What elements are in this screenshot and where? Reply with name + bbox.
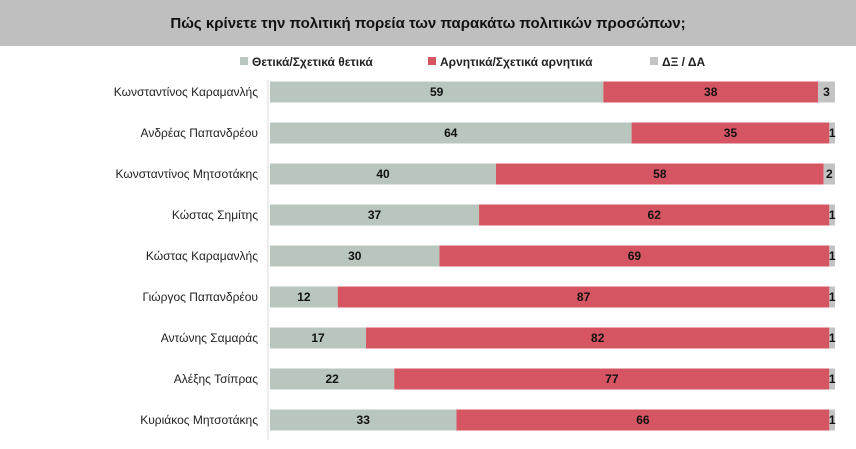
category-label: Κώστας Καραμανλής [146,249,258,263]
data-label: 77 [605,372,619,386]
data-label: 59 [430,85,444,99]
data-label: 38 [704,85,718,99]
legend-swatch [650,57,658,65]
category-label: Ανδρέας Παπανδρέου [141,126,258,140]
bar-segment [270,163,496,185]
data-label: 17 [311,331,325,345]
bar-segment [270,368,395,390]
data-label: 87 [577,290,591,304]
data-label: 30 [348,249,362,263]
category-label: Γιώργος Παπανδρέου [143,290,259,304]
bar-segment [479,204,830,226]
category-label: Κωνσταντίνος Καραμανλής [114,85,258,99]
chart-title: Πώς κρίνετε την πολιτική πορεία των παρα… [170,14,686,32]
bar-segment [496,163,824,185]
data-label: 1 [829,249,836,263]
bar-segment [337,286,830,308]
data-label: 1 [829,413,836,427]
category-label: Κώστας Σημίτης [172,208,258,222]
bar-segment [366,327,830,349]
bar-segment [270,327,367,349]
data-label: 1 [829,331,836,345]
bar-segment [270,286,338,308]
bar-segment [456,409,830,431]
category-label: Αντώνης Σαμαράς [161,331,258,345]
data-label: 37 [368,208,382,222]
bar-segment [823,163,835,185]
bar-segment [631,122,830,144]
data-label: 69 [628,249,642,263]
data-label: 3 [823,85,830,99]
bar-segment [818,81,835,103]
data-label: 35 [724,126,738,140]
data-label: 22 [325,372,339,386]
legend-label: ΔΞ / ΔΑ [662,55,706,69]
legend-label: Αρνητικά/Σχετικά αρνητικά [440,55,593,69]
category-label: Κωνσταντίνος Μητσοτάκης [116,167,259,181]
data-label: 82 [591,331,605,345]
data-label: 12 [297,290,311,304]
legend-swatch [428,57,436,65]
legend-label: Θετικά/Σχετικά θετικά [252,55,373,69]
data-label: 58 [653,167,667,181]
bar-segment [270,204,480,226]
chart-header: Πώς κρίνετε την πολιτική πορεία των παρα… [0,0,856,46]
bar-segment [829,286,835,308]
data-label: 2 [826,167,833,181]
data-label: 33 [357,413,371,427]
data-label: 64 [444,126,458,140]
bar-segment [603,81,819,103]
bar-segment [829,368,835,390]
category-label: Κυριάκος Μητσοτάκης [140,413,258,427]
bar-segment [394,368,830,390]
bar-segment [829,327,835,349]
data-label: 40 [376,167,390,181]
legend-swatch [240,57,248,65]
category-label: Αλέξης Τσίπρας [174,372,258,386]
data-label: 62 [648,208,662,222]
bar-segment [270,245,440,267]
data-label: 1 [829,208,836,222]
data-label: 1 [829,372,836,386]
bar-segment [439,245,830,267]
data-label: 1 [829,290,836,304]
bar-segment [829,204,835,226]
bar-segment [270,122,632,144]
bar-segment [270,81,604,103]
data-label: 66 [636,413,650,427]
bar-segment [270,409,457,431]
data-label: 1 [829,126,836,140]
bar-segment [829,245,835,267]
bar-segment [829,409,835,431]
bar-segment [829,122,835,144]
